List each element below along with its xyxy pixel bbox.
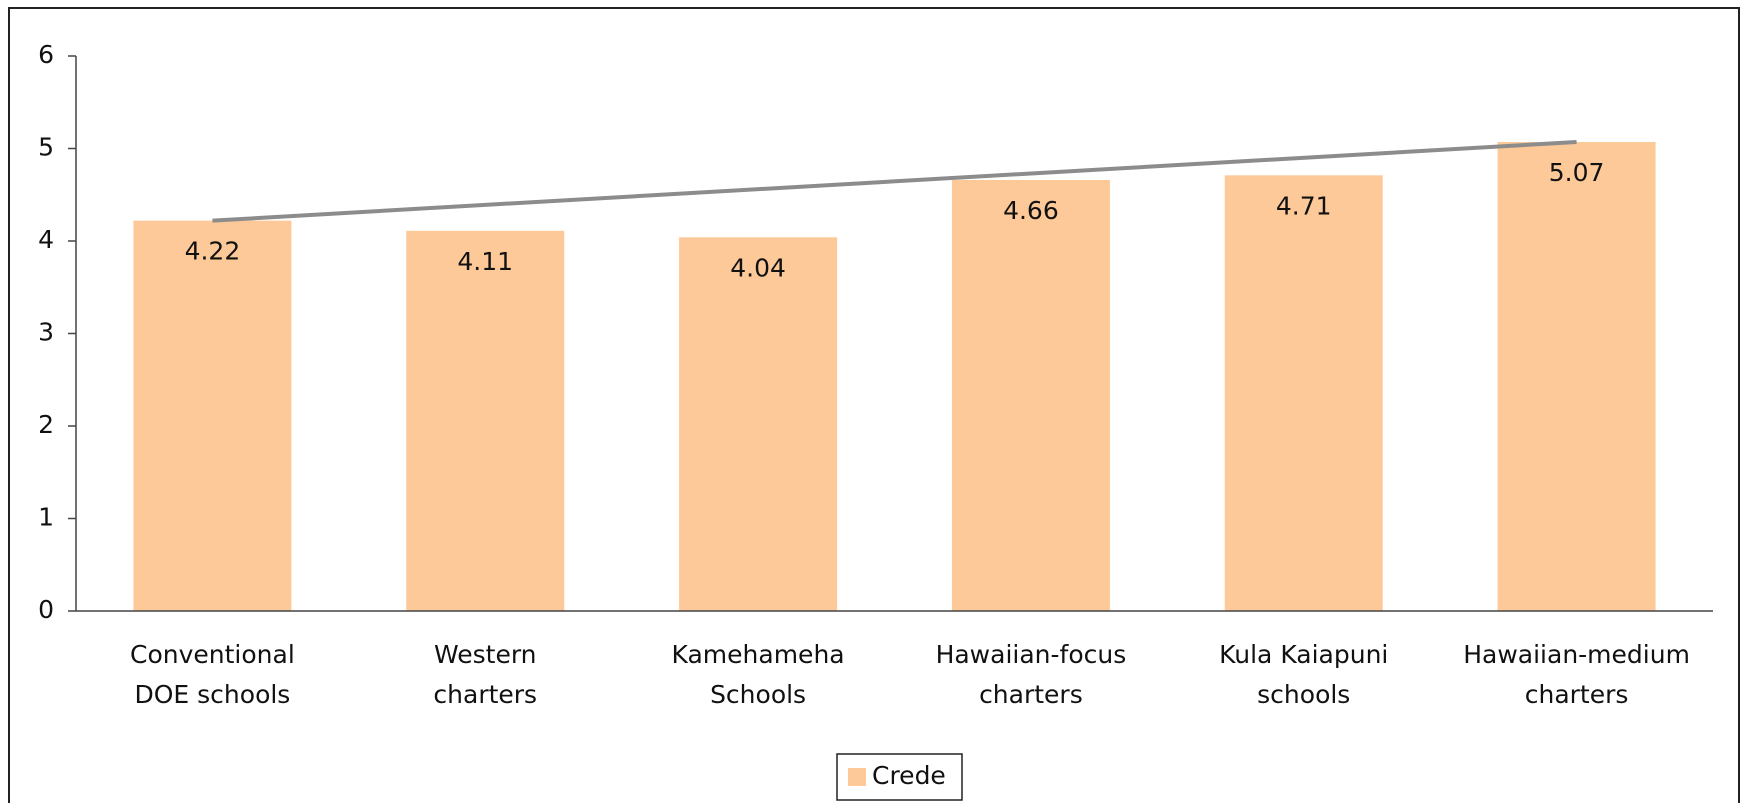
y-tick-label: 4	[38, 225, 54, 254]
bar	[133, 220, 292, 611]
y-tick-label: 1	[38, 503, 54, 532]
x-tick-label: charters	[979, 680, 1083, 709]
x-tick-label: Hawaiian-medium	[1463, 640, 1690, 669]
x-tick-label: DOE schools	[134, 680, 290, 709]
y-tick-label: 6	[38, 40, 54, 69]
bar	[1497, 142, 1656, 611]
y-tick-label: 2	[38, 410, 54, 439]
bar	[951, 179, 1110, 611]
value-label: 4.22	[185, 237, 241, 266]
x-tick-label: Western	[434, 640, 537, 669]
legend-swatch	[848, 768, 866, 786]
value-label: 4.71	[1276, 191, 1332, 220]
y-tick-label: 5	[38, 133, 54, 162]
x-tick-label: Schools	[710, 680, 806, 709]
value-label: 4.04	[730, 253, 786, 282]
trend-line	[212, 140, 1577, 223]
x-tick-label: Hawaiian-focus	[936, 640, 1127, 669]
bar	[1224, 175, 1383, 611]
x-tick-label: charters	[1525, 680, 1629, 709]
x-tick-label: schools	[1257, 680, 1350, 709]
y-tick-label: 3	[38, 318, 54, 347]
x-tick-label: Kula Kaiapuni	[1219, 640, 1388, 669]
y-tick-label: 0	[38, 595, 54, 624]
x-tick-label: Kamehameha	[672, 640, 845, 669]
x-tick-label: charters	[433, 680, 537, 709]
value-label: 4.66	[1003, 196, 1059, 225]
legend-label: Crede	[872, 761, 946, 790]
value-label: 5.07	[1549, 158, 1605, 187]
x-tick-label: Conventional	[130, 640, 295, 669]
chart-border	[8, 7, 1740, 803]
value-label: 4.11	[457, 247, 513, 276]
bar	[406, 230, 565, 611]
bar	[679, 237, 838, 612]
